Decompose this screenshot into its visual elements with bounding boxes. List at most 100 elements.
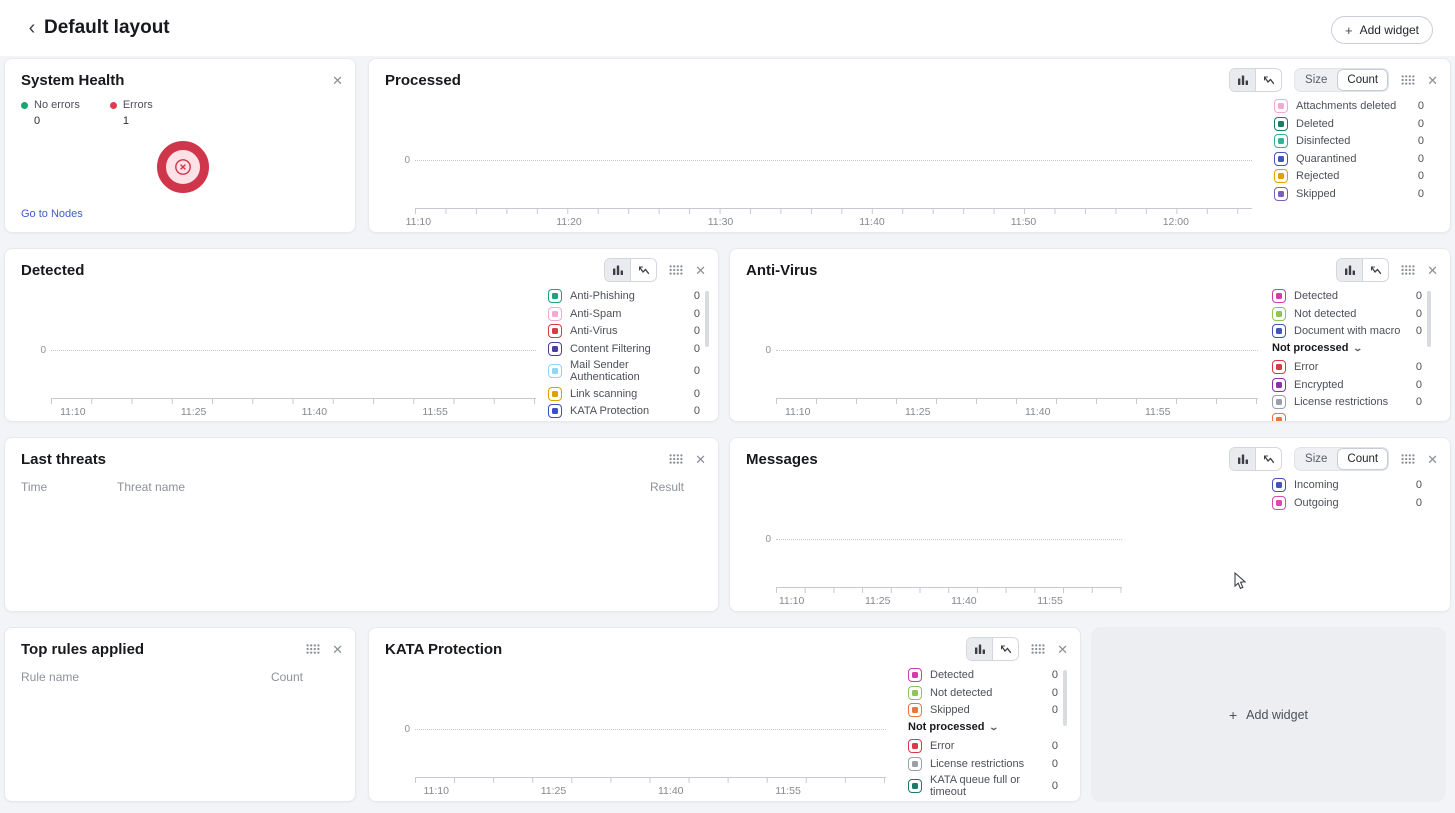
close-icon[interactable]: ✕: [695, 262, 706, 278]
series-checkbox[interactable]: [1274, 169, 1288, 183]
legend-item[interactable]: Not detected 0: [1272, 306, 1422, 321]
widget-title: Detected: [21, 261, 85, 279]
series-checkbox[interactable]: [1272, 289, 1286, 303]
size-button[interactable]: Size: [1305, 74, 1328, 86]
series-checkbox[interactable]: [548, 404, 562, 418]
legend-item[interactable]: Content Filtering 0: [548, 341, 700, 356]
close-icon[interactable]: ✕: [332, 641, 343, 657]
series-checkbox[interactable]: [1272, 306, 1286, 321]
bar-chart-button[interactable]: [967, 638, 993, 660]
legend-group-not-processed[interactable]: Not processed ⌄: [908, 721, 1000, 733]
series-checkbox[interactable]: [548, 324, 562, 338]
series-checkbox[interactable]: [548, 289, 562, 303]
size-button[interactable]: Size: [1305, 453, 1328, 465]
close-icon[interactable]: ✕: [1427, 262, 1438, 278]
go-to-nodes-link[interactable]: Go to Nodes: [21, 208, 83, 220]
legend-item[interactable]: Incoming 0: [1272, 478, 1422, 492]
legend-item[interactable]: KATA Protection 0: [548, 404, 700, 418]
line-chart-button[interactable]: [1255, 448, 1281, 470]
legend-item[interactable]: Outgoing 0: [1272, 495, 1422, 510]
legend-item[interactable]: Disinfected 0: [1274, 134, 1424, 148]
legend-item[interactable]: Attachments deleted 0: [1274, 99, 1424, 113]
back-button[interactable]: ‹: [20, 16, 44, 40]
legend-item[interactable]: Anti-Spam 0: [548, 306, 700, 321]
line-chart-button[interactable]: [992, 638, 1018, 660]
drag-handle-icon[interactable]: [669, 454, 683, 464]
count-button[interactable]: Count: [1337, 69, 1389, 91]
series-checkbox[interactable]: [1274, 151, 1288, 166]
close-icon[interactable]: ✕: [332, 72, 343, 88]
bar-chart-button[interactable]: [1230, 69, 1256, 91]
legend-item[interactable]: Encrypted 0: [1272, 377, 1422, 392]
close-icon[interactable]: ✕: [1057, 641, 1068, 657]
series-checkbox[interactable]: [1272, 495, 1286, 510]
legend-item[interactable]: Skipped 0: [908, 703, 1058, 717]
series-checkbox[interactable]: [1272, 395, 1286, 409]
series-checkbox[interactable]: [548, 306, 562, 321]
series-checkbox[interactable]: [1274, 116, 1288, 131]
close-icon[interactable]: ✕: [1427, 451, 1438, 467]
legend-group-not-processed[interactable]: Not processed ⌄: [1272, 342, 1364, 354]
series-checkbox[interactable]: [908, 685, 922, 700]
series-checkbox[interactable]: [1274, 99, 1288, 113]
legend-item[interactable]: Detected 0: [908, 668, 1058, 682]
close-icon[interactable]: ✕: [695, 451, 706, 467]
drag-handle-icon[interactable]: [669, 265, 683, 275]
drag-handle-icon[interactable]: [1401, 454, 1415, 464]
legend-item-clipped[interactable]: [1272, 412, 1422, 421]
legend-item[interactable]: Anti-Virus 0: [548, 324, 700, 338]
legend-item[interactable]: Error 0: [1272, 360, 1422, 374]
series-checkbox[interactable]: [908, 756, 922, 771]
line-chart-button[interactable]: [1255, 69, 1281, 91]
legend-item[interactable]: Not detected 0: [908, 685, 1058, 700]
series-checkbox[interactable]: [908, 703, 922, 717]
legend-scrollbar[interactable]: [1063, 670, 1067, 726]
series-checkbox[interactable]: [1274, 186, 1288, 201]
line-chart-button[interactable]: [630, 259, 656, 281]
series-checkbox[interactable]: [548, 341, 562, 356]
series-checkbox[interactable]: [1272, 412, 1286, 421]
bar-chart-button[interactable]: [1337, 259, 1363, 281]
series-checkbox[interactable]: [548, 364, 562, 378]
legend-item[interactable]: Rejected 0: [1274, 169, 1424, 183]
drag-handle-icon[interactable]: [1031, 644, 1045, 654]
chart-legend: Incoming 0 Outgoing 0: [1272, 478, 1422, 513]
drag-handle-icon[interactable]: [1401, 265, 1415, 275]
series-checkbox[interactable]: [908, 779, 922, 793]
series-checkbox[interactable]: [1272, 324, 1286, 338]
legend-item[interactable]: Deleted 0: [1274, 116, 1424, 131]
legend-item[interactable]: Link scanning 0: [548, 386, 700, 401]
count-button[interactable]: Count: [1337, 448, 1389, 470]
series-checkbox[interactable]: [548, 386, 562, 401]
legend-item[interactable]: Quarantined 0: [1274, 151, 1424, 166]
bar-chart-button[interactable]: [605, 259, 631, 281]
series-checkbox[interactable]: [908, 668, 922, 682]
close-icon[interactable]: ✕: [1427, 72, 1438, 88]
series-checkbox[interactable]: [908, 739, 922, 753]
chart-area: 0 11:10 11:20 11:30 11:40 11:50 12:00: [369, 93, 1266, 232]
legend-item[interactable]: Anti-Phishing 0: [548, 289, 700, 303]
drag-handle-icon[interactable]: [306, 644, 320, 654]
line-chart-icon: [1263, 76, 1274, 85]
series-checkbox[interactable]: [1274, 134, 1288, 148]
series-checkbox[interactable]: [1272, 377, 1286, 392]
legend-item[interactable]: License restrictions 0: [1272, 395, 1422, 409]
widget-title: Messages: [746, 450, 818, 468]
series-checkbox[interactable]: [1272, 360, 1286, 374]
legend-item[interactable]: Error 0: [908, 739, 1058, 753]
bar-chart-button[interactable]: [1230, 448, 1256, 470]
drag-handle-icon[interactable]: [1401, 75, 1415, 85]
legend-item[interactable]: Document with macro 0: [1272, 324, 1422, 338]
legend-item[interactable]: License restrictions 0: [908, 756, 1058, 771]
legend-item[interactable]: Detected 0: [1272, 289, 1422, 303]
add-widget-button[interactable]: + Add widget: [1331, 16, 1433, 44]
legend-scrollbar[interactable]: [1427, 291, 1431, 347]
legend-item[interactable]: Mail Sender Authentication 0: [548, 359, 700, 383]
add-widget-placeholder[interactable]: + Add widget: [1091, 627, 1446, 802]
legend-item[interactable]: KATA queue full or timeout 0: [908, 774, 1058, 798]
legend-scrollbar[interactable]: [705, 291, 709, 347]
line-chart-button[interactable]: [1362, 259, 1388, 281]
series-checkbox[interactable]: [1272, 478, 1286, 492]
x-axis: [51, 398, 536, 405]
legend-item[interactable]: Skipped 0: [1274, 186, 1424, 201]
